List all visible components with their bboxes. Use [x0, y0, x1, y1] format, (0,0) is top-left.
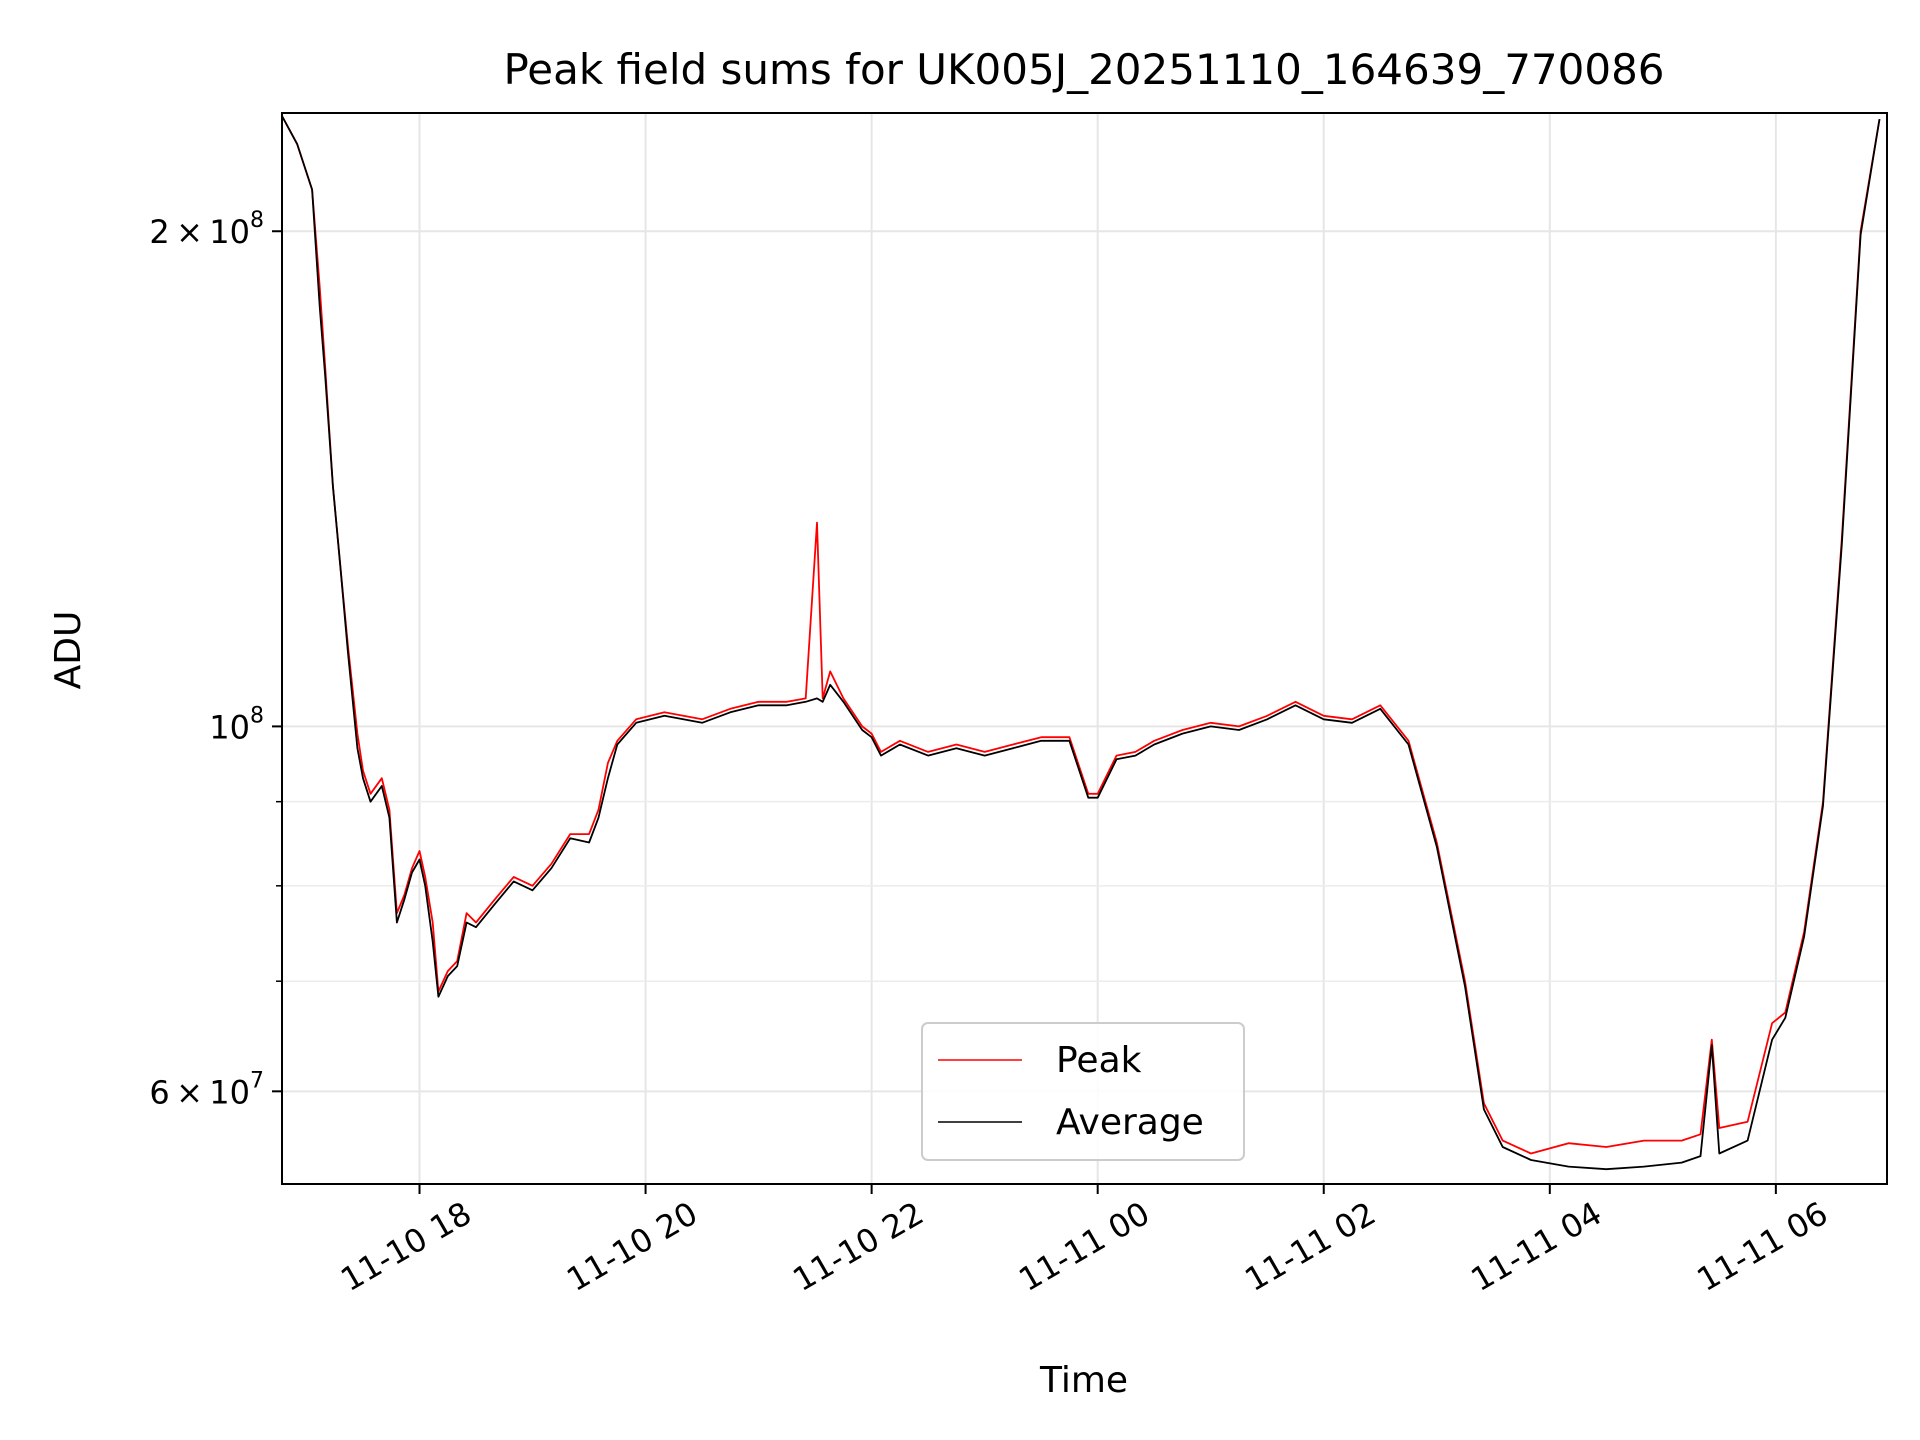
y-tick-label: 2 × 108 — [149, 208, 264, 251]
legend: Peak Average — [921, 1022, 1245, 1161]
y-tick-label: 108 — [209, 703, 264, 746]
plot-layer — [281, 115, 1881, 1171]
y-axis-label: ADU — [48, 611, 89, 690]
legend-label-peak: Peak — [1056, 1040, 1142, 1081]
chart-title: Peak field sums for UK005J_20251110_1646… — [503, 45, 1664, 94]
y-tick-label: 6 × 107 — [149, 1068, 264, 1111]
x-axis-label: Time — [1039, 1360, 1128, 1401]
legend-box — [921, 1022, 1245, 1161]
y-axis: 2 × 108 108 6 × 107 — [149, 208, 282, 1111]
legend-label-average: Average — [1056, 1102, 1204, 1143]
series-line-average — [281, 115, 1881, 1171]
plot-frame — [281, 112, 1888, 1185]
series-line-peak — [281, 115, 1881, 1155]
grid-layer — [282, 113, 1887, 1184]
